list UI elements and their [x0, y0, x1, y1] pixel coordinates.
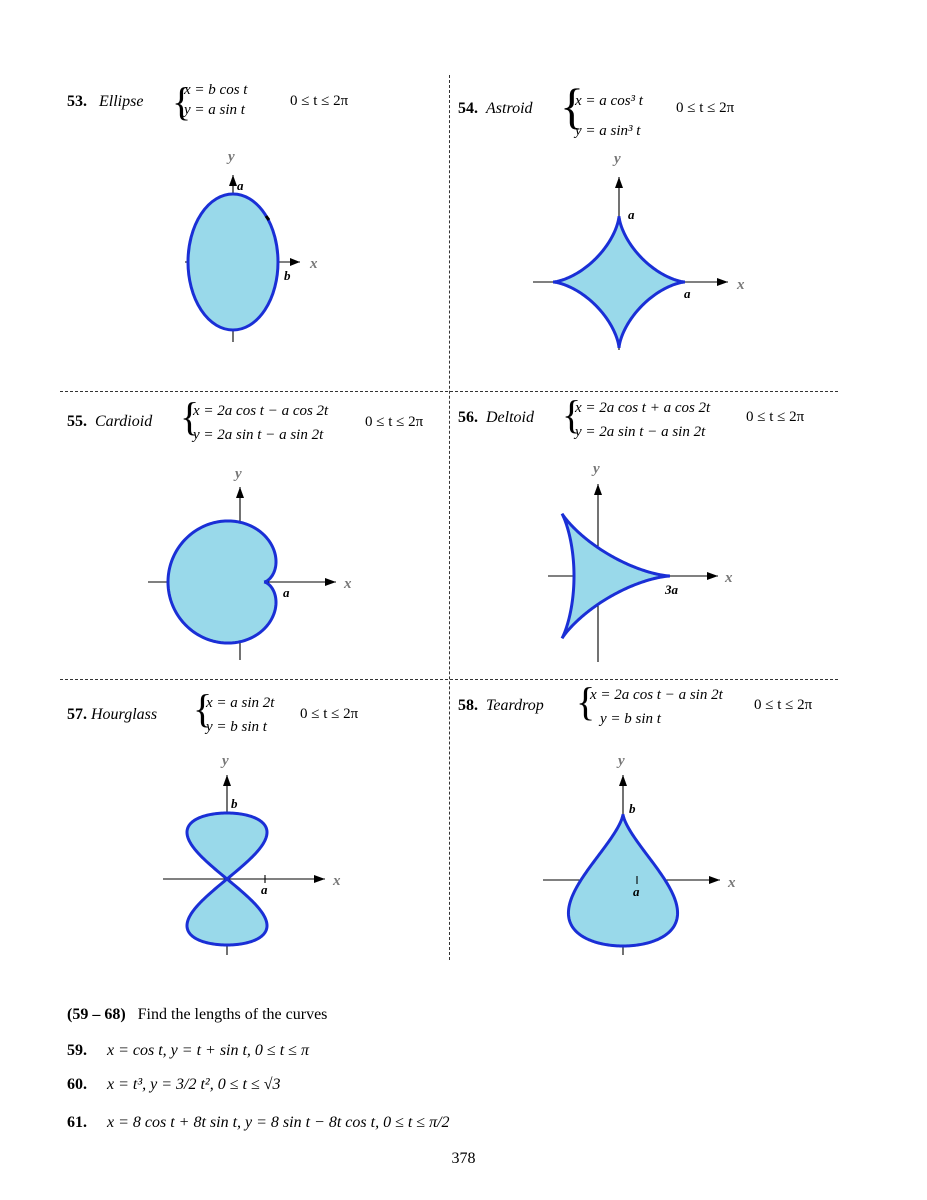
exercise-text: x = 8 cos t + 8t sin t, y = 8 sin t − 8t… — [107, 1114, 450, 1131]
exercise-number: 59. — [67, 1042, 107, 1060]
exercise-number: 61. — [67, 1114, 107, 1132]
exercise-text: x = cos t, y = t + sin t, 0 ≤ t ≤ π — [107, 1042, 309, 1059]
y-axis-arrow — [619, 775, 627, 786]
page-number: 378 — [0, 1150, 927, 1168]
section-range: (59 – 68) — [67, 1006, 126, 1023]
exercise-number: 60. — [67, 1076, 107, 1094]
tick-label-a: a — [633, 884, 640, 899]
section-heading: (59 – 68) Find the lengths of the curves — [67, 1006, 327, 1024]
x-axis-label: x — [727, 875, 736, 891]
x-axis-arrow — [709, 876, 720, 884]
y-axis-label: y — [616, 753, 625, 769]
tick-label-b: b — [629, 801, 636, 816]
exercise-60: 60. x = t³, y = 3/2 t², 0 ≤ t ≤ √3 — [67, 1076, 281, 1094]
exercise-61: 61. x = 8 cos t + 8t sin t, y = 8 sin t −… — [67, 1114, 450, 1132]
teardrop-curve — [568, 814, 677, 946]
section-text: Find the lengths of the curves — [138, 1006, 328, 1023]
exercise-text: x = t³, y = 3/2 t², 0 ≤ t ≤ √3 — [107, 1076, 281, 1093]
exercise-59: 59. x = cos t, y = t + sin t, 0 ≤ t ≤ π — [67, 1042, 309, 1060]
